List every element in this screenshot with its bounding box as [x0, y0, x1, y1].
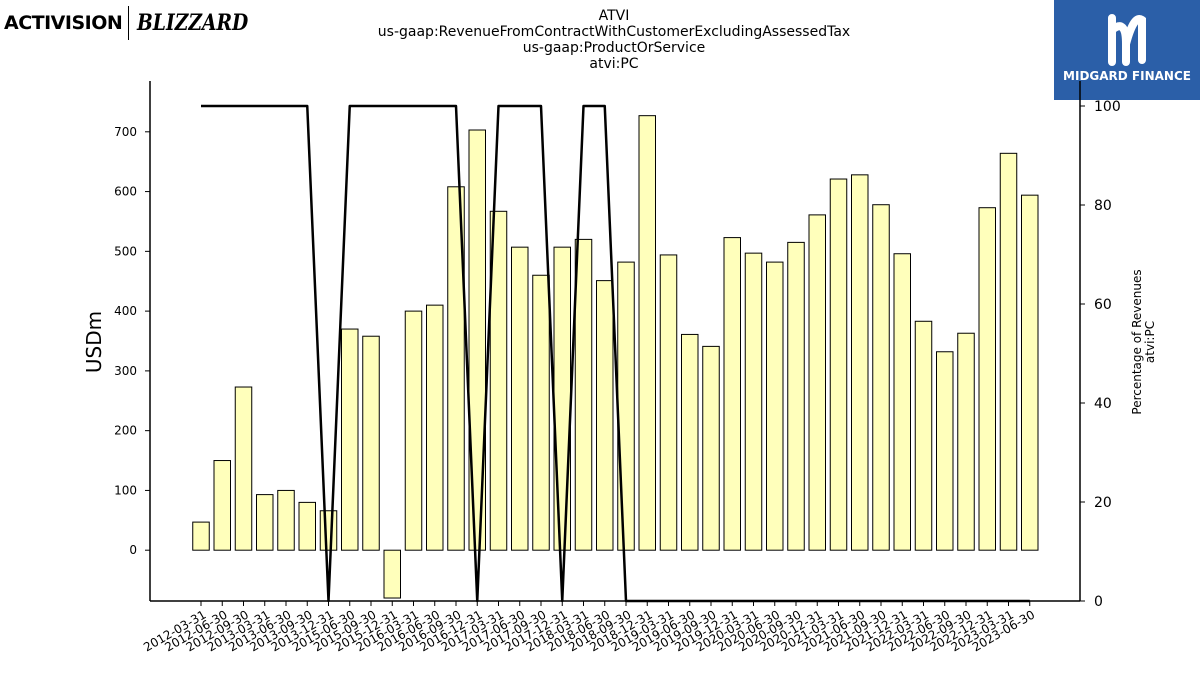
- bar: [404, 310, 423, 551]
- right-y-axis: 0 20 40 60 80 100: [1080, 99, 1121, 610]
- bar: [638, 115, 656, 551]
- bar: [553, 246, 571, 551]
- bar: [893, 253, 911, 551]
- bar: [426, 304, 444, 551]
- chart-title-line: us-gaap:ProductOrService: [523, 40, 706, 56]
- bar: [362, 335, 380, 551]
- y-tick-label: 300: [114, 364, 137, 378]
- chart-axes: [149, 81, 1081, 602]
- bar: [702, 345, 720, 551]
- bar: [829, 178, 848, 551]
- bar: [532, 274, 550, 551]
- bar: [957, 332, 975, 551]
- bar: [192, 521, 210, 551]
- bar: [744, 252, 763, 551]
- bar: [872, 204, 890, 551]
- bar: [511, 246, 529, 551]
- left-y-axis: 0 100 200 300 400 500 600 700: [114, 125, 150, 557]
- bar: [723, 237, 741, 551]
- midgard-finance-logo: MIDGARD FINANCE: [1054, 0, 1200, 100]
- bar: [766, 261, 784, 551]
- bar: [936, 351, 954, 551]
- bar: [999, 152, 1018, 551]
- bar: [574, 238, 593, 551]
- y2-tick-label: 20: [1094, 495, 1112, 511]
- y-tick-label: 700: [114, 125, 137, 139]
- bar: [319, 510, 338, 551]
- bar: [596, 280, 614, 551]
- chart-title-line: atvi:PC: [589, 56, 638, 72]
- activision-blizzard-logo: ACTIVISION BLIZZARD: [4, 4, 268, 42]
- bar: [808, 214, 826, 551]
- y-tick-label: 600: [114, 185, 137, 199]
- y-tick-label: 200: [114, 424, 137, 438]
- y-tick-label: 0: [129, 543, 137, 557]
- y-axis-label-left: USDm: [82, 311, 106, 373]
- x-axis: 2012-03-312012-06-302012-09-302013-03-31…: [141, 601, 1037, 654]
- chart-title: ATVIus-gaap:RevenueFromContractWithCusto…: [378, 8, 850, 72]
- bar: [681, 333, 699, 551]
- bar: [234, 386, 253, 551]
- y-tick-label: 500: [114, 244, 137, 258]
- y-tick-label: 400: [114, 304, 137, 318]
- bar: [298, 501, 316, 551]
- y2-tick-label: 60: [1094, 297, 1112, 313]
- bar: [659, 254, 678, 551]
- chart-title-line: ATVI: [599, 8, 630, 24]
- bar: [256, 494, 274, 551]
- midgard-finance-wordmark: MIDGARD FINANCE: [1063, 69, 1191, 83]
- bar: [341, 328, 359, 551]
- bar: [213, 460, 231, 551]
- bar: [978, 207, 996, 551]
- y-axis-label-right-line: atvi:PC: [1143, 321, 1157, 363]
- bar: [1021, 194, 1039, 551]
- midgard-emblem-icon: [1108, 14, 1146, 66]
- y2-tick-label: 100: [1094, 99, 1121, 115]
- bar: [489, 210, 508, 551]
- bar: [787, 241, 805, 551]
- bar: [383, 549, 401, 599]
- y-tick-label: 100: [114, 483, 137, 497]
- bar: [447, 186, 465, 551]
- bar: [617, 261, 635, 551]
- blizzard-wordmark: BLIZZARD: [137, 10, 249, 36]
- y2-tick-label: 0: [1094, 594, 1103, 610]
- bar: [468, 129, 486, 551]
- y-axis-label-right: Percentage of Revenuesatvi:PC: [1130, 269, 1157, 414]
- y2-tick-label: 80: [1094, 198, 1112, 214]
- bar-series: [192, 115, 1039, 599]
- bar: [851, 174, 869, 551]
- chart-title-line: us-gaap:RevenueFromContractWithCustomerE…: [378, 24, 850, 40]
- y2-tick-label: 40: [1094, 396, 1112, 412]
- y-axis-label-right-line: Percentage of Revenues: [1130, 269, 1144, 414]
- bar: [914, 320, 933, 551]
- bar: [277, 489, 295, 551]
- activision-wordmark: ACTIVISION: [4, 12, 123, 34]
- logo-divider: [128, 6, 130, 40]
